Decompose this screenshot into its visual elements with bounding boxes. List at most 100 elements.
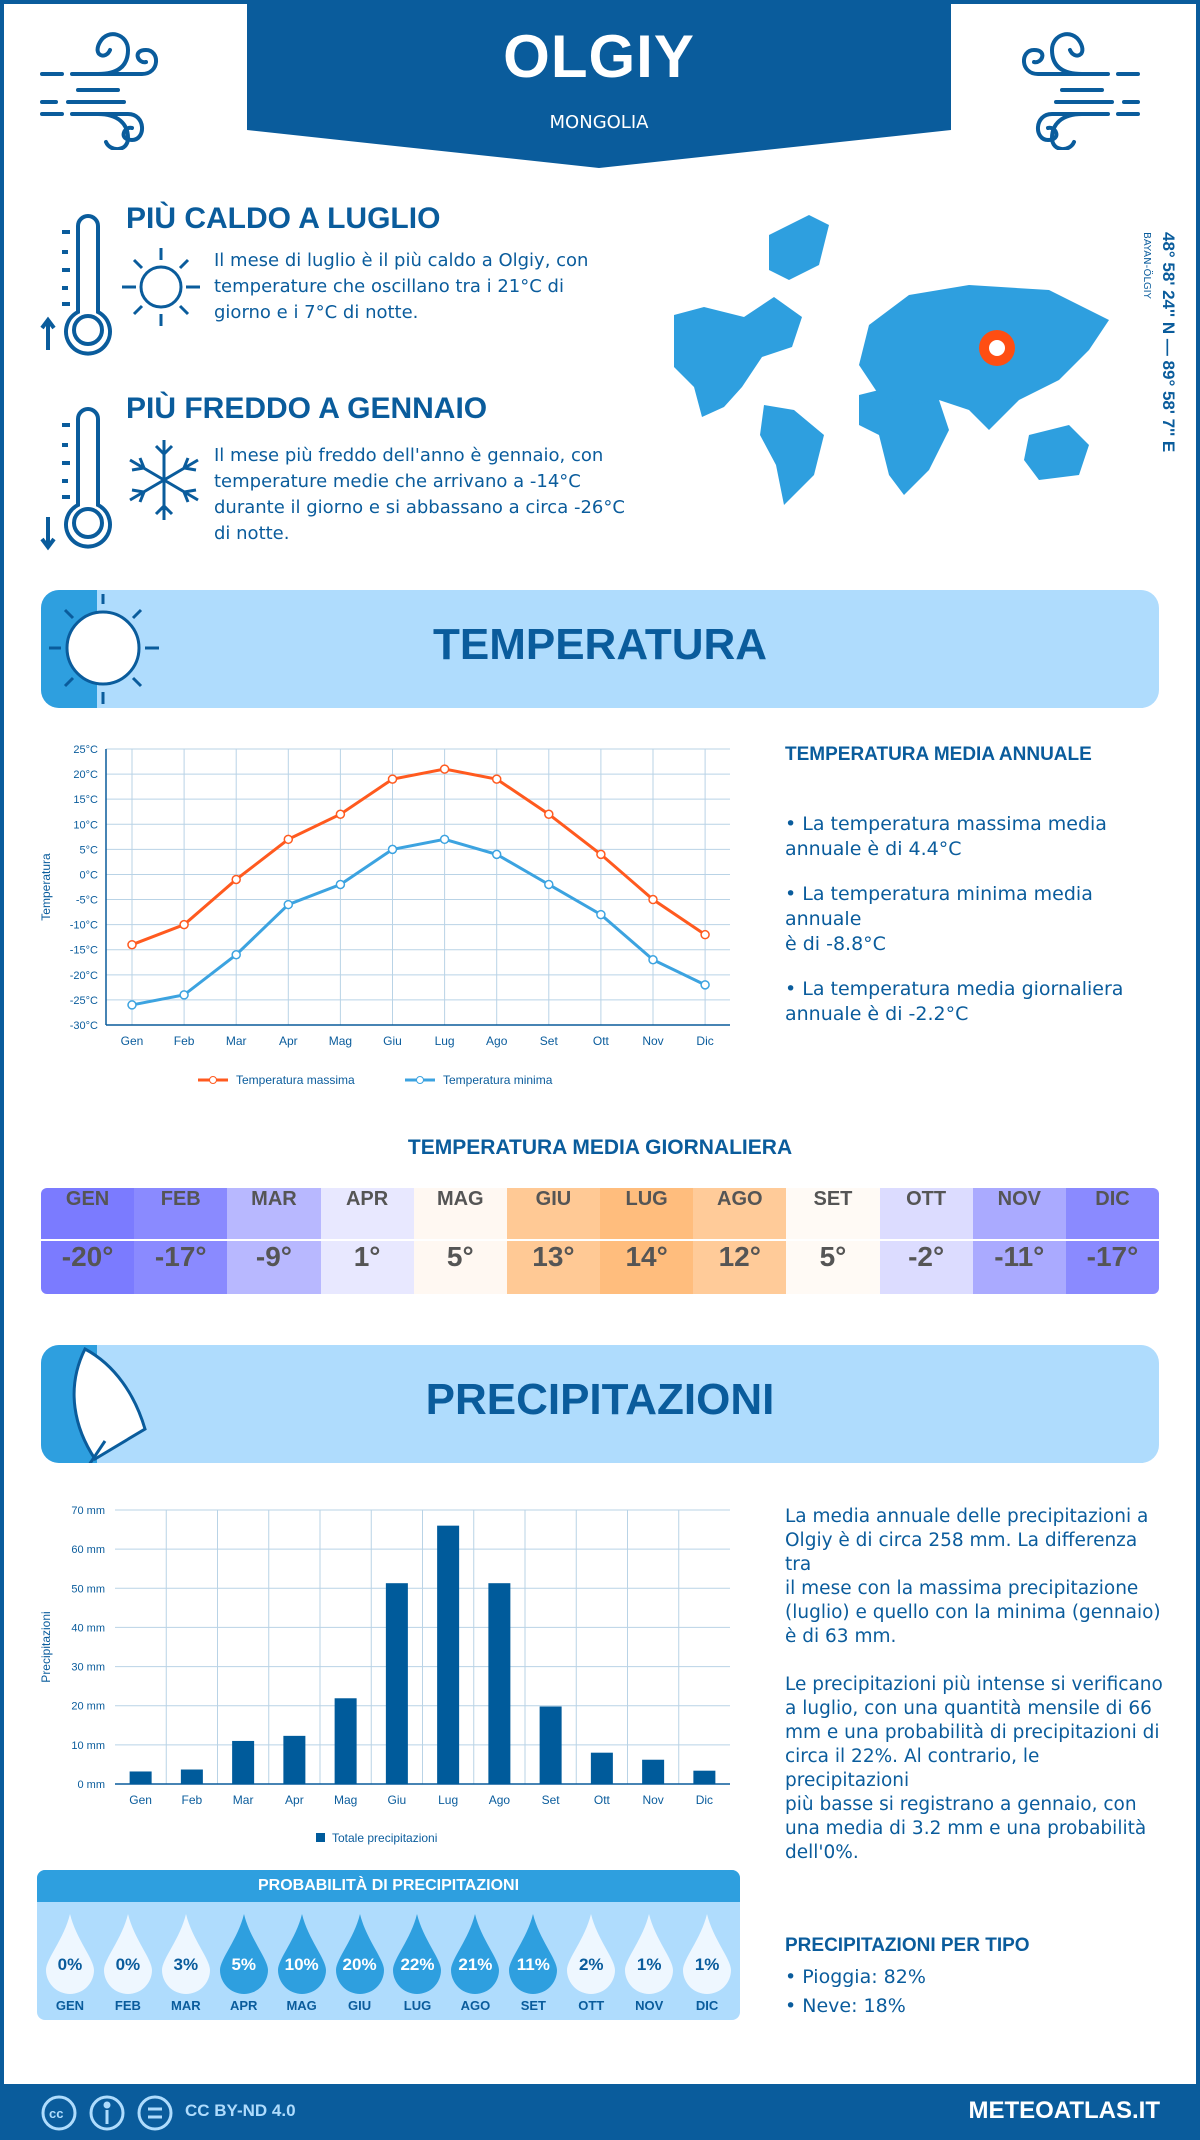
probability-value: 11% xyxy=(516,1955,550,1974)
precip-text-line: Olgiy è di circa 258 mm. La differenza t… xyxy=(785,1530,1138,1575)
y-tick-label: 15°C xyxy=(73,794,98,806)
bullet-line: annuale è di 4.4°C xyxy=(785,838,962,860)
license-label[interactable]: CC BY-ND 4.0 xyxy=(185,2101,296,2120)
precip-type-snow: • Neve: 18% xyxy=(785,1995,906,2017)
precipitation-chart: 70 mm 60 mm 50 mm 40 mm 30 mm 20 mm 10 mm 0 mm P… xyxy=(39,1505,730,1845)
data-point xyxy=(283,899,294,910)
x-tick-label: Nov xyxy=(642,1793,663,1807)
y-tick-label: -10°C xyxy=(70,920,98,932)
brand-link[interactable]: METEOATLAS.IT xyxy=(968,2097,1160,2124)
probability-drop: 0% FEB xyxy=(99,1902,157,2020)
daily-cell: SET 5° xyxy=(786,1188,880,1294)
probability-value: 22% xyxy=(400,1955,435,1974)
daily-value: -20° xyxy=(61,1241,114,1272)
bullet-line: è di -8.8°C xyxy=(785,933,886,955)
probability-drop: 21% AGO xyxy=(446,1902,504,2020)
precipitation-title: PRECIPITAZIONI xyxy=(425,1375,775,1424)
y-tick-label: 50 mm xyxy=(71,1583,105,1595)
daily-value: -11° xyxy=(994,1241,1045,1272)
precip-text-line: circa il 22%. Al contrario, le precipita… xyxy=(785,1746,1040,1791)
y-tick-label: 0 mm xyxy=(78,1779,106,1791)
raindrop-icon xyxy=(625,1914,674,1994)
probability-drop: 2% OTT xyxy=(562,1902,620,2020)
daily-value: 5° xyxy=(446,1241,474,1272)
cold-text-line: di notte. xyxy=(214,523,290,544)
x-tick-label: Mar xyxy=(233,1793,254,1807)
daily-value: 1° xyxy=(353,1241,381,1272)
daily-temp-table: GEN -20° FEB -17° MAR -9° APR 1° MAG 5° GIU 13° LUG 1… xyxy=(41,1188,1159,1294)
city-title: OLGIY xyxy=(503,23,695,90)
probability-drop: 11% SET xyxy=(504,1902,562,2020)
probability-value: 1% xyxy=(636,1955,662,1974)
probability-month: APR xyxy=(230,1998,258,2013)
y-tick-label: 30 mm xyxy=(71,1662,105,1674)
probability-month: DIC xyxy=(695,1998,719,2013)
x-tick-label: Giu xyxy=(383,1034,402,1048)
greenland-shape xyxy=(769,215,829,280)
daily-cell: MAG 5° xyxy=(413,1188,507,1294)
daily-value: -9° xyxy=(255,1241,292,1272)
data-point xyxy=(335,879,346,890)
probability-drop: 1% NOV xyxy=(620,1902,678,2020)
precip-type-rain: • Pioggia: 82% xyxy=(785,1966,926,1988)
legend-swatch xyxy=(316,1833,325,1842)
daily-month: MAR xyxy=(227,1188,321,1241)
y-tick-label: 60 mm xyxy=(71,1544,105,1556)
data-point xyxy=(387,844,398,855)
raindrop-icon xyxy=(103,1914,152,1994)
data-point xyxy=(335,809,346,819)
daily-cell: NOV -11° xyxy=(972,1188,1066,1294)
data-point xyxy=(439,834,450,845)
y-axis-label: Precipitazioni xyxy=(39,1611,53,1682)
world-map xyxy=(674,215,1109,505)
data-point xyxy=(596,909,606,920)
south-america-shape xyxy=(760,405,824,505)
probability-month: LUG xyxy=(403,1998,432,2013)
bullet-line: annuale è di -2.2°C xyxy=(785,1003,969,1025)
data-point xyxy=(387,774,398,784)
annual-temp-title: TEMPERATURA MEDIA ANNUALE xyxy=(785,744,1092,765)
probability-drop: 10% MAG xyxy=(273,1902,331,2020)
x-tick-label: Ott xyxy=(594,1793,611,1807)
data-point xyxy=(544,879,554,890)
daily-cell: MAR -9° xyxy=(227,1188,321,1294)
region-label: BAYAN-ÖLGIY xyxy=(1141,232,1152,299)
precip-text-line: più basse si registrano a gennaio, con xyxy=(785,1794,1137,1815)
precip-bar xyxy=(539,1706,562,1784)
precip-text-line: a luglio, con una quantità mensile di 66 xyxy=(785,1698,1152,1719)
daily-cell: APR 1° xyxy=(320,1188,414,1294)
bullet-line: • La temperatura media giornaliera xyxy=(785,978,1124,1000)
y-tick-label: -25°C xyxy=(70,995,98,1007)
precip-text-line: una media di 3.2 mm e una probabilità xyxy=(785,1818,1147,1839)
data-point xyxy=(648,894,658,905)
x-tick-label: Feb xyxy=(182,1793,203,1807)
daily-month: OTT xyxy=(879,1188,973,1241)
probability-value: 1% xyxy=(694,1955,720,1974)
probability-value: 0% xyxy=(57,1955,83,1974)
daily-value: 13° xyxy=(532,1241,575,1272)
umbrella-icon xyxy=(72,1346,147,1463)
raindrop-icon xyxy=(509,1914,558,1994)
warm-text-line: Il mese di luglio è il più caldo a Olgiy… xyxy=(214,250,589,271)
annual-bullet: • La temperatura minima media annuale è d… xyxy=(785,882,1155,957)
snowflake-icon xyxy=(129,440,199,520)
x-tick-label: Lug xyxy=(435,1034,455,1048)
cold-text-line: temperature medie che arrivano a -14°C xyxy=(214,471,581,492)
data-point xyxy=(648,955,658,965)
x-tick-label: Set xyxy=(542,1793,561,1807)
daily-cell: AGO 12° xyxy=(693,1188,787,1294)
x-tick-label: Dic xyxy=(696,1793,713,1807)
probability-value: 10% xyxy=(284,1955,319,1974)
x-tick-label: Apr xyxy=(279,1034,298,1048)
y-axis-label: Temperatura xyxy=(39,853,53,921)
precip-text-line: è di 63 mm. xyxy=(785,1626,897,1647)
probability-month: MAG xyxy=(286,1998,317,2013)
daily-month: DIC xyxy=(1065,1188,1159,1241)
data-point xyxy=(127,939,137,950)
legend-label: Temperatura minima xyxy=(443,1073,553,1087)
nd-icon xyxy=(137,2095,173,2131)
data-point xyxy=(700,980,710,990)
probability-drop: 20% GIU xyxy=(331,1902,389,2020)
daily-month: LUG xyxy=(600,1188,694,1241)
daily-value: -17° xyxy=(1086,1241,1139,1272)
